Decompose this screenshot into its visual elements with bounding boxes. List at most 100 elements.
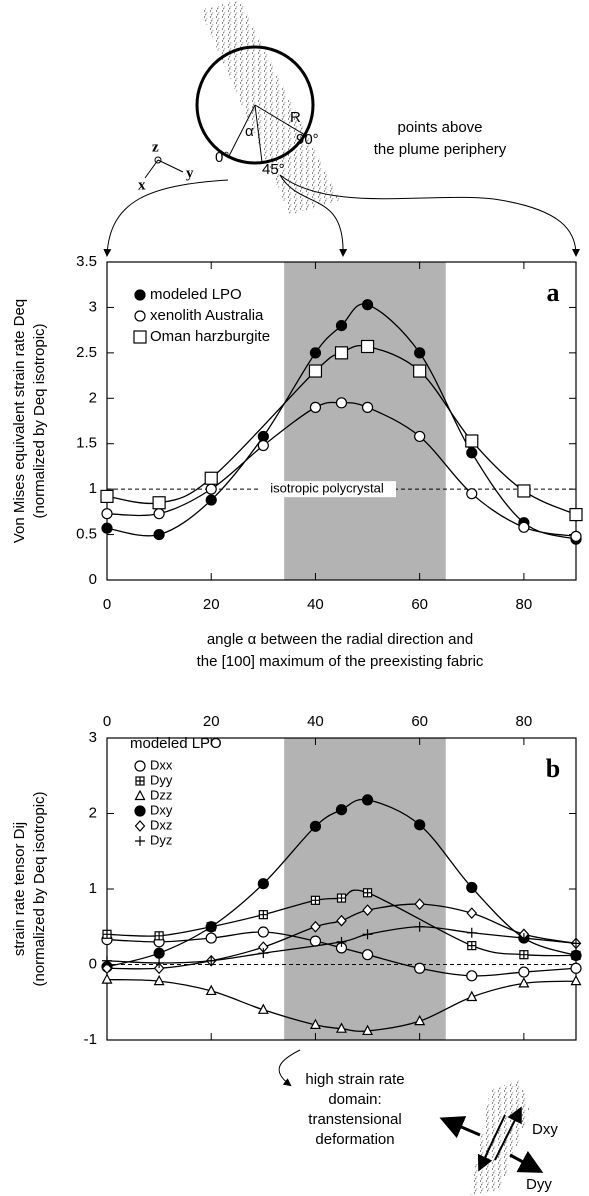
x-tick-label: 40	[307, 713, 324, 730]
marker-shape	[569, 507, 583, 522]
y-axis-label: Von Mises equivalent strain rate Deq	[11, 299, 28, 543]
note-line: points above	[397, 119, 482, 136]
y-axis-label: (normalized by Deq isotropic)	[31, 791, 48, 986]
panel-label: b	[546, 754, 560, 783]
marker	[309, 347, 322, 359]
marker-shape	[414, 898, 425, 910]
marker	[335, 804, 348, 816]
marker	[258, 910, 268, 920]
legend-label: xenolith Australia	[150, 307, 264, 324]
marker-shape	[362, 904, 373, 917]
marker	[310, 895, 321, 905]
marker-shape	[153, 528, 165, 541]
marker-shape	[414, 962, 426, 974]
axes-origin	[154, 156, 162, 164]
marker	[334, 346, 349, 360]
marker-shape	[134, 310, 146, 322]
legend-marker	[134, 805, 146, 817]
plume-diagram: R α 90° 0° 45° z y x points above the pl…	[103, 0, 580, 257]
marker-shape	[336, 914, 347, 927]
fabric-band	[200, 0, 340, 215]
x-tick-label: 0	[103, 713, 111, 730]
y-tick-label: 0	[89, 571, 97, 588]
marker-shape	[154, 957, 165, 968]
stretch-arrow	[439, 1116, 481, 1139]
stretch-arrow	[509, 1150, 544, 1173]
reference-label: isotropic polycrystal	[270, 481, 384, 496]
marker-shape	[570, 949, 582, 962]
y-axis-label: (normalized by Deq isotropic)	[31, 323, 48, 518]
legend-label: Oman harzburgite	[150, 328, 270, 345]
plot-frame	[106, 261, 577, 581]
legend-marker	[134, 820, 146, 832]
marker-shape	[257, 1003, 269, 1014]
marker	[100, 489, 114, 504]
series-line	[106, 889, 577, 957]
marker	[154, 931, 164, 941]
marker-shape	[205, 921, 217, 933]
marker-shape	[257, 878, 269, 890]
marker	[466, 927, 477, 938]
marker-shape	[134, 805, 146, 817]
x-axis-label: the [100] maximum of the preexisting fab…	[197, 653, 484, 670]
marker-shape	[518, 933, 529, 944]
marker-shape	[258, 948, 269, 959]
legend-marker	[134, 789, 146, 801]
marker-shape	[361, 299, 374, 311]
marker-shape	[466, 970, 478, 982]
marker	[518, 977, 530, 988]
marker-shape	[101, 973, 113, 984]
marker	[310, 920, 321, 933]
marker	[519, 950, 529, 960]
legend-label: Dzz	[150, 787, 172, 802]
marker	[309, 1018, 321, 1030]
legend-marker	[135, 776, 145, 786]
marker-shape	[309, 935, 322, 947]
marker	[361, 299, 374, 311]
marker	[205, 483, 217, 495]
marker-shape	[519, 950, 528, 959]
legend-marker	[134, 760, 146, 772]
marker-shape	[134, 289, 146, 301]
y-tick-label: 1	[89, 480, 97, 497]
marker	[466, 488, 478, 500]
marker-shape	[257, 926, 269, 938]
marker	[258, 948, 269, 959]
marker	[336, 936, 347, 947]
marker	[414, 819, 426, 831]
dyy-label: Dyy	[526, 1176, 552, 1193]
marker	[336, 893, 347, 903]
plume-circle	[195, 45, 315, 165]
legend-label: Dyy	[150, 772, 173, 787]
marker-shape	[257, 439, 269, 452]
marker	[153, 962, 165, 975]
marker-shape	[100, 489, 114, 504]
marker-shape	[518, 521, 530, 533]
marker-shape	[206, 955, 217, 966]
marker-shape	[336, 936, 347, 947]
y-tick-label: 3	[89, 298, 97, 315]
marker-shape	[308, 364, 323, 378]
marker-shape	[466, 907, 478, 920]
marker	[257, 439, 269, 452]
marker	[335, 397, 348, 409]
x-tick-label: 80	[516, 713, 533, 730]
marker	[465, 434, 479, 448]
y-tick-label: 2.5	[76, 344, 97, 361]
marker	[570, 974, 582, 986]
marker	[413, 364, 427, 378]
marker	[414, 921, 425, 932]
marker	[205, 921, 217, 933]
marker-shape	[570, 974, 582, 986]
y-tick-label: 0	[89, 955, 97, 972]
marker-shape	[205, 483, 217, 495]
marker-shape	[134, 820, 146, 832]
x-tick-label: 20	[203, 596, 220, 613]
marker	[152, 496, 166, 510]
arrow	[279, 174, 580, 257]
marker-shape	[309, 347, 322, 359]
y-axis-label: strain rate tensor Dij	[11, 822, 28, 956]
marker-shape	[570, 962, 582, 974]
marker	[518, 521, 530, 533]
domain-note: deformation	[315, 1131, 394, 1148]
